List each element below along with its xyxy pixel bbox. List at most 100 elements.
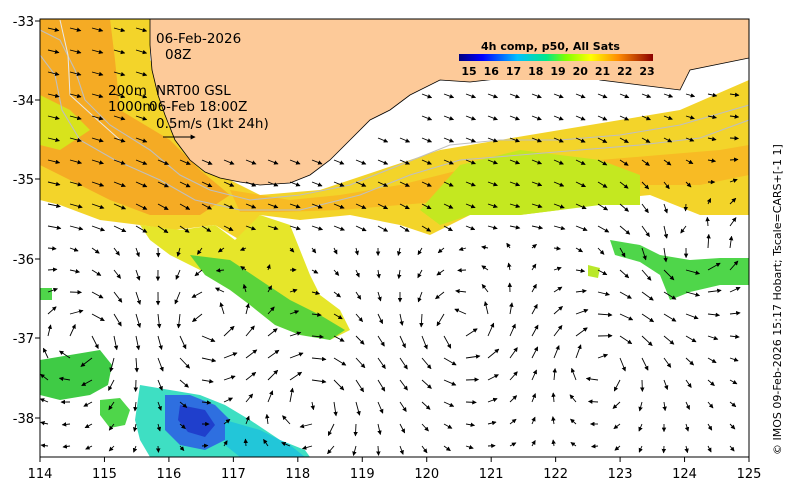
- current-vector: [355, 225, 367, 232]
- current-vector: [108, 401, 115, 411]
- current-vector: [399, 335, 406, 349]
- current-vector: [377, 423, 382, 436]
- current-vector: [179, 445, 185, 452]
- bathy-contour-shelf-edge: [59, 19, 121, 141]
- bathy-contour-1000m: [40, 54, 749, 211]
- current-vector: [69, 49, 82, 54]
- current-vector: [333, 357, 347, 366]
- current-vector: [707, 114, 717, 120]
- current-vector: [377, 357, 386, 370]
- current-vector: [91, 93, 104, 99]
- current-vector: [179, 203, 191, 210]
- current-vector: [310, 401, 315, 411]
- current-vector: [707, 357, 717, 364]
- legend-tick-label: 23: [639, 65, 654, 78]
- current-vector: [729, 445, 735, 452]
- x-tick-label: 125: [737, 467, 762, 482]
- x-tick-label: 121: [479, 467, 504, 482]
- current-vector: [179, 357, 190, 369]
- current-vector: [663, 115, 673, 120]
- current-vector: [570, 418, 577, 425]
- current-vector: [179, 159, 191, 165]
- current-vector: [333, 225, 345, 231]
- current-vector: [135, 159, 148, 165]
- current-vector: [421, 423, 429, 432]
- sst-blue-green-edge: [225, 420, 305, 457]
- x-tick-label: 124: [672, 467, 697, 482]
- current-vector: [135, 313, 142, 328]
- current-vector: [245, 325, 255, 337]
- current-vector: [575, 344, 582, 359]
- current-vector: [531, 324, 539, 337]
- current-vector: [179, 423, 186, 429]
- current-vector: [327, 445, 335, 455]
- current-vector: [619, 225, 631, 235]
- current-vector: [267, 306, 275, 315]
- current-vector: [641, 137, 651, 143]
- current-vector: [591, 444, 599, 449]
- current-vector: [355, 203, 367, 209]
- current-vector: [619, 357, 626, 372]
- current-vector: [509, 395, 518, 403]
- current-vector: [192, 313, 203, 322]
- current-vector: [553, 115, 564, 121]
- current-vector: [465, 159, 476, 165]
- current-vector: [729, 311, 741, 316]
- current-vector: [553, 225, 566, 231]
- current-vector: [685, 269, 701, 275]
- map-date: 06-Feb-2026: [156, 31, 241, 47]
- current-vector: [685, 93, 696, 98]
- current-vector: [531, 440, 536, 447]
- current-vector: [201, 159, 213, 165]
- current-vector: [289, 203, 301, 209]
- current-vector: [729, 114, 740, 119]
- current-vector: [597, 353, 609, 359]
- current-vector: [663, 269, 675, 281]
- current-vector: [47, 267, 58, 272]
- current-vector: [396, 247, 402, 256]
- current-vector: [113, 27, 126, 33]
- current-vector: [443, 225, 453, 232]
- current-vector: [465, 377, 480, 382]
- current-vector: [281, 442, 291, 447]
- current-vector: [174, 291, 181, 305]
- current-vector: [245, 372, 257, 381]
- current-vector: [311, 312, 322, 317]
- current-vector: [113, 137, 126, 143]
- current-vector: [245, 203, 257, 209]
- current-vector: [481, 283, 489, 293]
- x-tick-label: 123: [608, 467, 633, 482]
- current-vector: [487, 322, 495, 337]
- current-vector: [487, 420, 497, 426]
- current-vector: [113, 181, 126, 188]
- current-vector: [707, 379, 715, 386]
- current-vector: [240, 266, 247, 271]
- current-vector: [481, 265, 489, 271]
- current-vector: [69, 309, 84, 315]
- current-vector: [638, 445, 643, 453]
- current-vector: [311, 334, 324, 339]
- current-vector: [266, 264, 271, 271]
- current-vector: [509, 115, 520, 121]
- current-vector: [663, 247, 668, 263]
- current-vector: [531, 244, 537, 249]
- current-vector: [399, 225, 410, 232]
- current-vector: [553, 286, 563, 293]
- current-vector: [47, 27, 60, 32]
- current-vector: [729, 197, 737, 205]
- y-tick-label: -34: [13, 94, 34, 109]
- legend-colorbar: [459, 54, 653, 61]
- current-vector: [333, 159, 345, 165]
- current-vector: [421, 181, 432, 187]
- current-vector: [443, 335, 452, 349]
- current-vector: [179, 401, 188, 408]
- current-vector: [663, 203, 668, 214]
- sst-orange-patch: [40, 19, 230, 215]
- current-vector: [641, 357, 649, 371]
- current-vector: [619, 181, 629, 189]
- y-tick-label: -33: [13, 15, 34, 30]
- current-vector: [113, 115, 126, 121]
- current-vector: [399, 203, 410, 210]
- current-vector: [197, 247, 203, 255]
- current-vector: [551, 416, 556, 425]
